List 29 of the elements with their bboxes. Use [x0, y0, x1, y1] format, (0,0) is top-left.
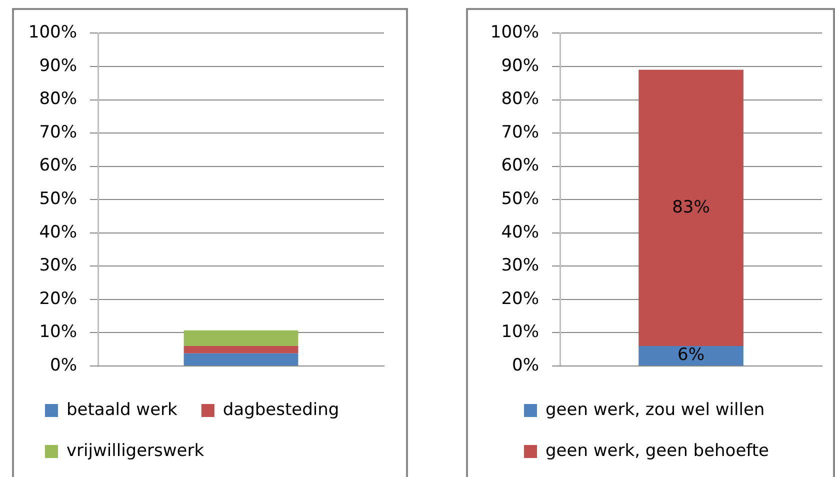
data-label: 6% — [678, 345, 704, 366]
legend-label: geen werk, geen behoefte — [546, 440, 769, 461]
y-tick-label: 80% — [501, 89, 539, 110]
y-tick-label: 70% — [501, 122, 539, 142]
y-tick-label: 90% — [39, 56, 77, 76]
y-tick-label: 80% — [39, 89, 77, 110]
y-tick-label: 100% — [490, 22, 539, 43]
y-tick-label: 50% — [39, 189, 77, 210]
y-tick-label: 60% — [39, 156, 77, 176]
y-tick-label: 0% — [512, 355, 539, 376]
y-tick-label: 30% — [501, 256, 539, 276]
y-tick-label: 90% — [501, 56, 539, 76]
legend-label: geen werk, zou wel willen — [546, 400, 765, 420]
y-tick-label: 0% — [50, 355, 77, 376]
y-tick-label: 10% — [501, 322, 539, 342]
y-tick-label: 20% — [501, 288, 539, 309]
y-tick-label: 70% — [39, 122, 77, 142]
y-tick-label: 60% — [501, 156, 539, 176]
y-tick-label: 40% — [501, 222, 539, 242]
data-label: 83% — [672, 197, 710, 218]
y-tick-label: 30% — [39, 256, 77, 276]
y-tick-label: 20% — [39, 288, 77, 309]
legend-label: betaald werk — [66, 400, 178, 420]
legend-label: vrijwilligerswerk — [66, 440, 204, 461]
y-tick-label: 40% — [39, 222, 77, 242]
y-tick-label: 100% — [28, 22, 77, 43]
y-tick-label: 10% — [39, 322, 77, 342]
legend-label: dagbesteding — [222, 400, 340, 420]
y-tick-label: 50% — [501, 189, 539, 210]
